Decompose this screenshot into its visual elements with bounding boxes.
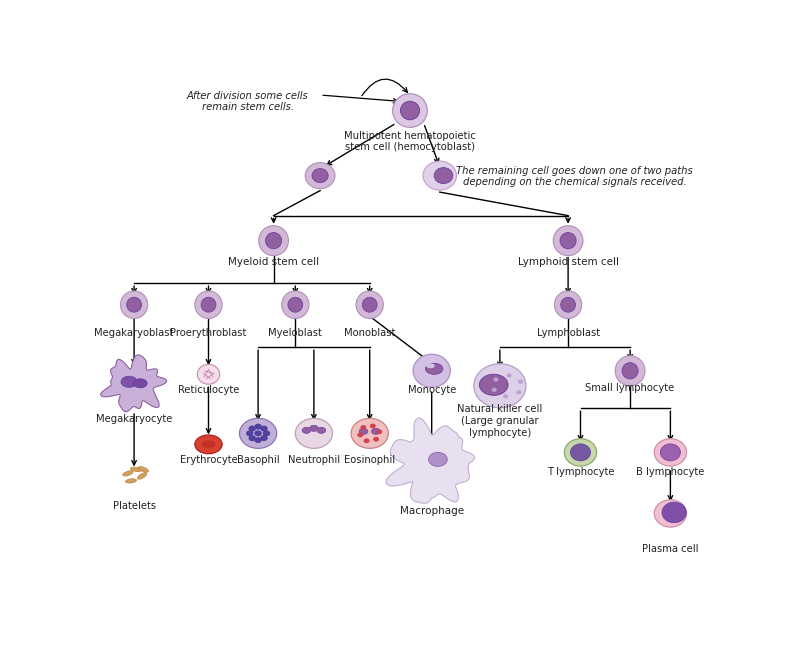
Text: Monoblast: Monoblast (344, 328, 395, 338)
Ellipse shape (615, 356, 645, 386)
Ellipse shape (258, 226, 289, 255)
Ellipse shape (306, 162, 335, 188)
Ellipse shape (654, 439, 686, 466)
Circle shape (246, 430, 254, 436)
Ellipse shape (564, 439, 597, 466)
Ellipse shape (426, 363, 435, 369)
Ellipse shape (426, 363, 443, 374)
Polygon shape (101, 355, 166, 411)
Ellipse shape (351, 419, 388, 448)
Text: Macrophage: Macrophage (400, 506, 464, 516)
Circle shape (254, 430, 262, 436)
Ellipse shape (201, 297, 216, 312)
Ellipse shape (371, 428, 380, 434)
Text: Megakaryoblast: Megakaryoblast (94, 328, 174, 338)
Ellipse shape (138, 473, 146, 479)
Ellipse shape (654, 500, 686, 527)
Circle shape (254, 437, 262, 443)
Circle shape (260, 435, 268, 441)
Circle shape (249, 426, 256, 432)
Ellipse shape (362, 297, 377, 312)
Ellipse shape (434, 168, 453, 183)
Ellipse shape (302, 427, 310, 434)
Ellipse shape (121, 291, 148, 318)
Circle shape (254, 424, 262, 430)
Circle shape (370, 424, 376, 428)
Ellipse shape (122, 471, 133, 476)
Circle shape (518, 380, 523, 383)
Text: Natural killer cell
(Large granular
lymphocyte): Natural killer cell (Large granular lymp… (458, 404, 542, 437)
Circle shape (376, 430, 382, 434)
Ellipse shape (126, 297, 142, 312)
Text: Plasma cell: Plasma cell (642, 545, 698, 554)
Text: Small lymphocyte: Small lymphocyte (586, 384, 674, 393)
Circle shape (262, 430, 270, 436)
Text: Megakaryocyte: Megakaryocyte (96, 414, 172, 424)
Text: Myeloid stem cell: Myeloid stem cell (228, 257, 319, 266)
Text: Lymphoid stem cell: Lymphoid stem cell (518, 257, 618, 266)
Circle shape (364, 438, 370, 443)
Ellipse shape (198, 365, 220, 384)
Ellipse shape (474, 364, 526, 408)
Ellipse shape (554, 226, 583, 255)
Ellipse shape (359, 428, 368, 434)
Ellipse shape (130, 467, 142, 472)
Ellipse shape (121, 376, 138, 387)
Circle shape (249, 435, 256, 441)
Ellipse shape (282, 291, 309, 318)
Circle shape (506, 373, 512, 378)
Ellipse shape (622, 363, 638, 379)
Ellipse shape (570, 444, 590, 461)
Text: B lymphocyte: B lymphocyte (636, 467, 705, 477)
Circle shape (494, 378, 498, 382)
Ellipse shape (195, 435, 222, 454)
Ellipse shape (429, 452, 447, 467)
Circle shape (373, 437, 379, 441)
Ellipse shape (423, 161, 457, 190)
Text: Myeloblast: Myeloblast (268, 328, 322, 338)
Ellipse shape (393, 94, 427, 127)
Circle shape (360, 425, 366, 430)
Text: Erythrocyte: Erythrocyte (180, 455, 238, 465)
Text: Proerythroblast: Proerythroblast (170, 328, 246, 338)
Text: After division some cells
remain stem cells.: After division some cells remain stem ce… (187, 90, 309, 112)
Circle shape (491, 388, 497, 392)
Ellipse shape (134, 379, 147, 388)
Ellipse shape (317, 427, 326, 434)
Circle shape (260, 426, 268, 432)
Ellipse shape (195, 291, 222, 318)
Ellipse shape (312, 168, 328, 183)
Text: Lymphoblast: Lymphoblast (537, 328, 600, 338)
Ellipse shape (413, 354, 450, 387)
Circle shape (516, 390, 522, 395)
Ellipse shape (356, 291, 383, 318)
Ellipse shape (138, 467, 148, 473)
Ellipse shape (561, 297, 575, 312)
Circle shape (358, 432, 363, 437)
Ellipse shape (310, 425, 318, 432)
Ellipse shape (560, 233, 576, 249)
Ellipse shape (266, 233, 282, 249)
Text: Basophil: Basophil (237, 455, 279, 465)
Ellipse shape (554, 291, 582, 318)
Circle shape (503, 394, 508, 398)
Text: The remaining cell goes down one of two paths
depending on the chemical signals : The remaining cell goes down one of two … (457, 166, 694, 187)
Ellipse shape (202, 441, 215, 448)
Text: Platelets: Platelets (113, 501, 156, 511)
Ellipse shape (295, 419, 333, 448)
Text: Multipotent hematopoietic
stem cell (hemocytoblast): Multipotent hematopoietic stem cell (hem… (344, 131, 476, 152)
Ellipse shape (239, 419, 277, 448)
Ellipse shape (126, 479, 137, 483)
Ellipse shape (288, 297, 302, 312)
Ellipse shape (479, 374, 508, 395)
Text: Monocyte: Monocyte (407, 385, 456, 395)
Text: Reticulocyte: Reticulocyte (178, 385, 239, 395)
Text: Neutrophil: Neutrophil (288, 455, 340, 465)
Text: Eosinophil: Eosinophil (344, 455, 395, 465)
Ellipse shape (662, 502, 686, 523)
Ellipse shape (401, 101, 419, 120)
Ellipse shape (661, 444, 680, 461)
Text: T lymphocyte: T lymphocyte (546, 467, 614, 477)
Polygon shape (386, 418, 474, 503)
